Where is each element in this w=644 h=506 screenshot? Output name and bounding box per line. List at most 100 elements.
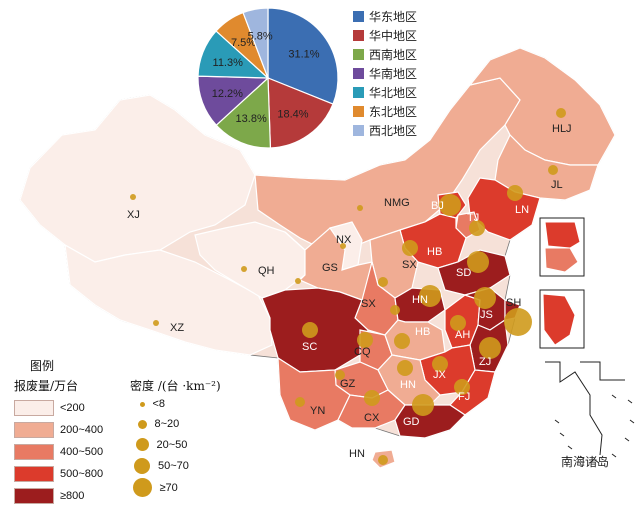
region-legend-swatch xyxy=(353,11,364,22)
province-label-hn_isl: HN xyxy=(349,448,365,460)
region-legend-item: 西北地区 xyxy=(353,122,417,139)
province-label-sx_w: SX xyxy=(402,259,417,271)
pie-slice-label-0: 31.1% xyxy=(288,49,319,61)
amount-legend-swatch xyxy=(14,488,54,504)
pie-slice-0 xyxy=(267,7,339,105)
density-bubble-sd xyxy=(467,251,489,273)
density-bubble-gs xyxy=(295,278,301,284)
province-label-cx: CX xyxy=(364,412,380,424)
amount-legend-label: ≥800 xyxy=(60,490,85,502)
density-legend-item: 50~70 xyxy=(134,458,189,474)
province-label-sh: SH xyxy=(506,297,521,309)
density-legend-item: 20~50 xyxy=(135,438,188,451)
province-label-nx: NX xyxy=(336,234,352,246)
province-label-ah: AH xyxy=(455,329,470,341)
region-legend-item: 华南地区 xyxy=(353,65,417,82)
pie-slice-label-5: 7.5% xyxy=(231,37,256,49)
region-legend-item: 华东地区 xyxy=(353,8,417,25)
province-label-zj: ZJ xyxy=(479,356,491,368)
density-bubble-nmg xyxy=(357,205,363,211)
amount-legend-label: <200 xyxy=(60,402,85,414)
region-legend-item: 华中地区 xyxy=(353,27,417,44)
density-bubble-tj xyxy=(469,220,485,236)
province-label-sd: SD xyxy=(456,267,471,279)
province-label-gd: GD xyxy=(403,416,420,428)
province-label-hlj: HLJ xyxy=(552,123,572,135)
province-label-js: JS xyxy=(480,309,493,321)
amount-legend-item: 400~500 xyxy=(14,444,103,460)
province-label-cq: CQ xyxy=(354,346,371,358)
density-bubble-gz xyxy=(335,370,345,380)
region-legend-label: 华中地区 xyxy=(369,29,418,43)
density-bubble-hn_c xyxy=(419,285,441,307)
region-legend-label: 东北地区 xyxy=(369,105,418,119)
pie-slice-6 xyxy=(242,7,269,79)
amount-legend-label: 500~800 xyxy=(60,468,104,480)
region-legend-item: 华北地区 xyxy=(353,84,417,101)
province-label-gs: GS xyxy=(322,262,338,274)
amount-legend-label: 200~400 xyxy=(60,424,104,436)
pie-slice-label-3: 12.2% xyxy=(212,88,243,100)
density-legend-label: 50~70 xyxy=(158,460,189,472)
density-legend-item: <8 xyxy=(139,398,166,410)
density-bubble-qh xyxy=(241,266,247,272)
province-ln xyxy=(467,177,541,241)
province-label-sc: SC xyxy=(302,341,317,353)
density-legend-label: 20~50 xyxy=(156,438,188,451)
amount-legend-swatch xyxy=(14,400,54,416)
amount-legend-item: 200~400 xyxy=(14,422,103,438)
inset-bj xyxy=(544,221,581,249)
pie-slice-2 xyxy=(215,76,272,149)
province-jl xyxy=(494,133,599,201)
province-label-yn: YN xyxy=(310,405,325,417)
density-legend-label: <8 xyxy=(152,398,166,410)
province-label-sx_c: SX xyxy=(361,298,376,310)
density-bubble-xz xyxy=(153,320,159,326)
province-label-hn_s: HN xyxy=(400,379,416,391)
density-bubble-hb_c xyxy=(394,333,410,349)
density-legend-item: ≥70 xyxy=(132,478,178,497)
province-xz xyxy=(64,243,273,356)
amount-legend-swatch xyxy=(14,466,54,482)
amount-legend-item: 500~800 xyxy=(14,466,103,482)
south-sea-islands-label: 南海诸岛 xyxy=(561,455,610,469)
density-bubble-hlj xyxy=(556,108,566,118)
pie-slice-label-6: 5.8% xyxy=(248,30,273,42)
density-bubble-jl xyxy=(548,165,558,175)
province-label-xj: XJ xyxy=(127,209,140,221)
amount-legend-swatch xyxy=(14,422,54,438)
inset-tj xyxy=(544,247,579,273)
density-bubble-cx xyxy=(364,390,380,406)
amount-legend-item: ≥800 xyxy=(14,488,84,504)
region-legend-label: 华东地区 xyxy=(369,10,418,24)
density-bubble-sx_w xyxy=(378,277,388,287)
region-legend-item: 西南地区 xyxy=(353,46,417,63)
region-legend-label: 西北地区 xyxy=(369,124,418,138)
province-sd xyxy=(437,249,511,296)
density-bubble-yn xyxy=(295,397,305,407)
province-label-jx: JX xyxy=(433,369,447,381)
region-legend-swatch xyxy=(353,125,364,136)
province-label-jl: JL xyxy=(551,179,563,191)
density-bubble-js xyxy=(474,287,496,309)
density-bubble-fj xyxy=(454,379,470,395)
density-legend-label: ≥70 xyxy=(159,481,178,494)
province-label-qh: QH xyxy=(258,265,275,277)
density-bubble-bj xyxy=(439,194,461,216)
density-bubble-sh xyxy=(504,308,532,336)
region-legend-swatch xyxy=(353,106,364,117)
south-sea-inset xyxy=(545,361,635,464)
region-legend-swatch xyxy=(353,49,364,60)
region-legend-item: 东北地区 xyxy=(353,103,417,120)
density-bubble-hn_isl xyxy=(378,455,388,465)
density-legend-dot xyxy=(135,438,149,451)
legend-amount-title: 报废量/万台 xyxy=(14,379,79,393)
province-label-fj: FJ xyxy=(458,391,470,403)
province-label-nmg: NMG xyxy=(384,197,410,209)
region-legend-swatch xyxy=(353,68,364,79)
province-label-gz: GZ xyxy=(340,378,356,390)
region-pie-chart: 31.1% 18.4% 13.8% 12.2% 11.3% 7.5%5.8% xyxy=(197,7,339,149)
province-label-hb_n: HB xyxy=(427,246,442,258)
pie-slice-label-1: 18.4% xyxy=(277,109,308,121)
